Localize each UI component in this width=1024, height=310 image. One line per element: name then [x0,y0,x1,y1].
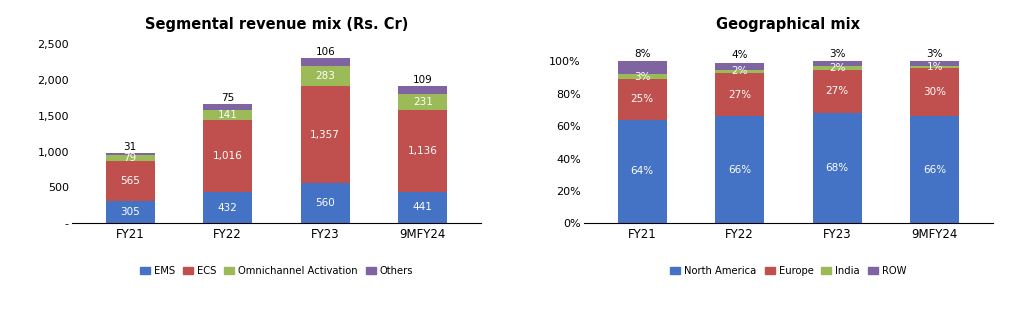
Text: 75: 75 [221,93,234,103]
Text: 3%: 3% [634,72,650,82]
Bar [617,61,667,74]
Bar [398,86,447,94]
Bar [204,192,252,223]
Text: 1,357: 1,357 [310,130,340,140]
Text: 31: 31 [124,142,137,152]
Bar [301,86,349,183]
Bar [716,69,764,73]
Legend: EMS, ECS, Omnichannel Activation, Others: EMS, ECS, Omnichannel Activation, Others [135,262,418,280]
Text: 432: 432 [218,203,238,213]
Bar [301,66,349,86]
Text: 1%: 1% [927,62,943,72]
Bar [204,104,252,109]
Text: 560: 560 [315,198,335,208]
Legend: North America, Europe, India, ROW: North America, Europe, India, ROW [667,262,910,280]
Text: 66%: 66% [924,165,946,175]
Text: 27%: 27% [825,86,849,96]
Text: 30%: 30% [924,87,946,97]
Bar [204,109,252,120]
Bar [716,73,764,117]
Bar [398,110,447,192]
Bar [204,120,252,192]
Bar [910,61,959,66]
Text: 4%: 4% [731,50,748,60]
Bar [813,66,861,69]
Bar [813,61,861,66]
Bar [617,120,667,223]
Bar [910,68,959,117]
Bar [301,183,349,223]
Bar [813,69,861,113]
Bar [105,202,155,223]
Bar [617,79,667,120]
Text: 3%: 3% [829,49,846,59]
Text: 565: 565 [120,176,140,186]
Bar [910,117,959,223]
Bar [105,161,155,202]
Text: 106: 106 [315,47,335,57]
Text: 2%: 2% [731,66,748,76]
Title: Segmental revenue mix (Rs. Cr): Segmental revenue mix (Rs. Cr) [144,17,409,32]
Text: 79: 79 [124,153,137,163]
Text: 25%: 25% [631,95,653,104]
Bar [398,192,447,223]
Text: 66%: 66% [728,165,752,175]
Bar [398,94,447,110]
Bar [105,153,155,155]
Text: 109: 109 [413,75,433,85]
Bar [813,113,861,223]
Text: 68%: 68% [825,163,849,173]
Text: 3%: 3% [927,49,943,59]
Text: 2%: 2% [829,63,846,73]
Bar [301,58,349,66]
Text: 1,136: 1,136 [408,146,437,156]
Text: 231: 231 [413,97,433,107]
Title: Geographical mix: Geographical mix [717,17,860,32]
Text: 27%: 27% [728,90,752,100]
Bar [716,63,764,69]
Text: 441: 441 [413,202,433,212]
Text: 1,016: 1,016 [213,151,243,161]
Bar [617,74,667,79]
Bar [716,117,764,223]
Bar [105,155,155,161]
Text: 283: 283 [315,71,335,81]
Text: 141: 141 [218,109,238,120]
Bar [910,66,959,68]
Text: 305: 305 [120,207,140,217]
Text: 64%: 64% [631,166,653,176]
Text: 8%: 8% [634,49,650,59]
